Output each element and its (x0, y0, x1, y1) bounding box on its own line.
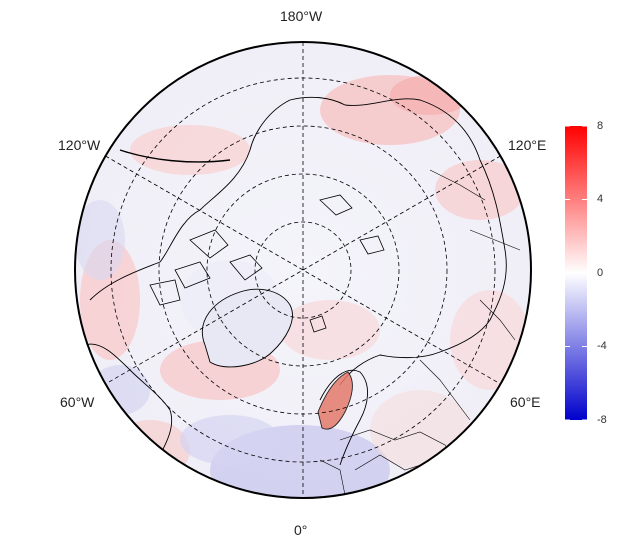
colorbar-tick-label: 0 (597, 267, 604, 279)
scandinavia-outline (317, 371, 353, 430)
colorbar-tick-label: 8 (597, 120, 604, 132)
lon-label-60e: 60°E (510, 394, 541, 410)
anomaly-field (75, 42, 531, 498)
lon-label-0: 0° (294, 522, 308, 538)
colorbar-tick-label: -8 (597, 414, 607, 426)
colorbar-tick-label: -4 (597, 340, 607, 352)
lon-label-180w: 180°W (280, 8, 323, 24)
graticule (105, 42, 501, 498)
colorbar-ticks (565, 125, 587, 421)
greenland-outline (201, 288, 293, 368)
map-boundary (74, 41, 532, 499)
colorbar-tick-label: 4 (597, 193, 604, 205)
lon-label-120w: 120°W (58, 137, 101, 153)
lon-label-60w: 60°W (60, 394, 95, 410)
lon-label-120e: 120°E (508, 137, 547, 153)
colorbar (565, 126, 587, 420)
